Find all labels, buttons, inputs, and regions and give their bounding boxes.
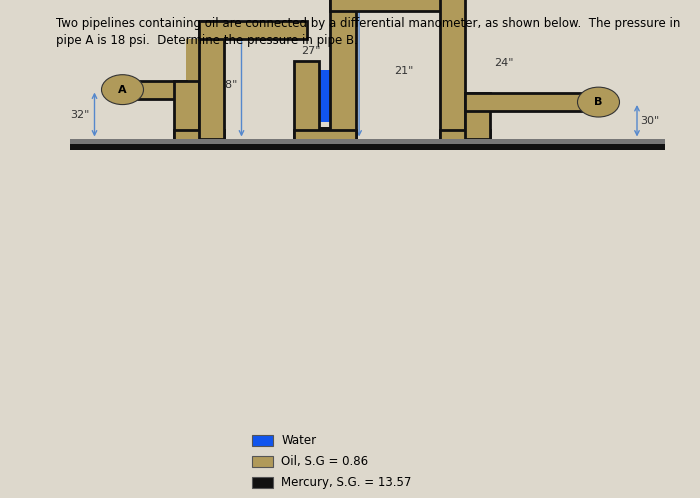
FancyBboxPatch shape: [199, 21, 307, 39]
FancyBboxPatch shape: [174, 130, 224, 148]
Text: 32": 32": [70, 110, 90, 120]
Text: A: A: [118, 85, 127, 95]
Bar: [186, 39, 199, 127]
FancyBboxPatch shape: [174, 81, 199, 139]
Bar: [70, 144, 665, 150]
Text: 24": 24": [494, 58, 514, 69]
FancyBboxPatch shape: [440, 130, 490, 148]
Bar: [307, 70, 330, 122]
Text: B: B: [594, 97, 603, 107]
Text: Two pipelines containing oil are connected by a differential manometer, as shown: Two pipelines containing oil are connect…: [56, 17, 680, 47]
FancyBboxPatch shape: [330, 0, 356, 139]
Bar: [452, 0, 465, 127]
Bar: [252, 477, 273, 488]
FancyBboxPatch shape: [122, 81, 186, 99]
Text: Mercury, S.G. = 13.57: Mercury, S.G. = 13.57: [281, 476, 412, 489]
Text: 18": 18": [218, 80, 238, 90]
FancyBboxPatch shape: [465, 93, 490, 139]
Bar: [186, 127, 199, 143]
Circle shape: [578, 87, 620, 117]
Bar: [70, 139, 665, 144]
Text: 21": 21": [394, 66, 414, 76]
Text: Water: Water: [281, 434, 316, 447]
Bar: [252, 456, 273, 467]
FancyBboxPatch shape: [465, 93, 598, 111]
Circle shape: [102, 75, 144, 105]
Text: 27": 27": [301, 46, 321, 56]
Text: 30": 30": [640, 116, 659, 126]
FancyBboxPatch shape: [199, 21, 224, 139]
Bar: [452, 127, 465, 143]
FancyBboxPatch shape: [294, 130, 356, 148]
Bar: [307, 127, 330, 143]
FancyBboxPatch shape: [440, 0, 465, 139]
Bar: [252, 435, 273, 446]
Text: Oil, S.G = 0.86: Oil, S.G = 0.86: [281, 455, 368, 468]
FancyBboxPatch shape: [294, 61, 319, 139]
FancyBboxPatch shape: [330, 0, 452, 11]
